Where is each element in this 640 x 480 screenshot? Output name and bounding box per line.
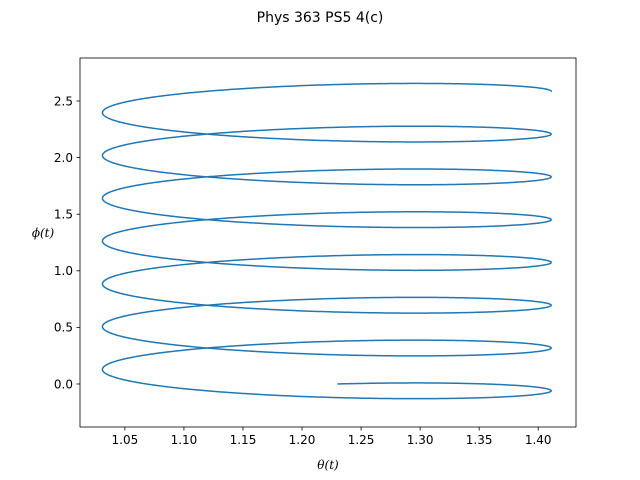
x-tick-label: 1.35 — [466, 433, 493, 447]
x-tick-label: 1.20 — [289, 433, 316, 447]
plot-area: 1.05 1.10 1.15 1.20 1.25 1.30 1.35 1.40 0.0 0.5 1.… — [54, 57, 577, 447]
y-tick-label: 1.5 — [54, 208, 73, 222]
y-tick-label: 2.0 — [54, 151, 73, 165]
x-tick-label: 1.05 — [112, 433, 139, 447]
y-tick-label: 0.5 — [54, 321, 73, 335]
chart-title: Phys 363 PS5 4(c) — [257, 10, 384, 26]
y-tick-label: 1.0 — [54, 264, 73, 278]
x-tick-label: 1.40 — [525, 433, 552, 447]
x-tick-label: 1.30 — [407, 433, 434, 447]
axes-frame — [79, 57, 577, 428]
x-tick-label: 1.15 — [230, 433, 257, 447]
series-line — [101, 82, 552, 400]
x-axis-label: θ(t) — [317, 458, 339, 472]
x-tick-label: 1.25 — [348, 433, 375, 447]
y-tick-label: 0.0 — [54, 377, 73, 391]
x-tick-label: 1.10 — [171, 433, 198, 447]
y-tick-label: 2.5 — [54, 94, 73, 108]
y-axis-label: ϕ(t) — [32, 226, 55, 240]
